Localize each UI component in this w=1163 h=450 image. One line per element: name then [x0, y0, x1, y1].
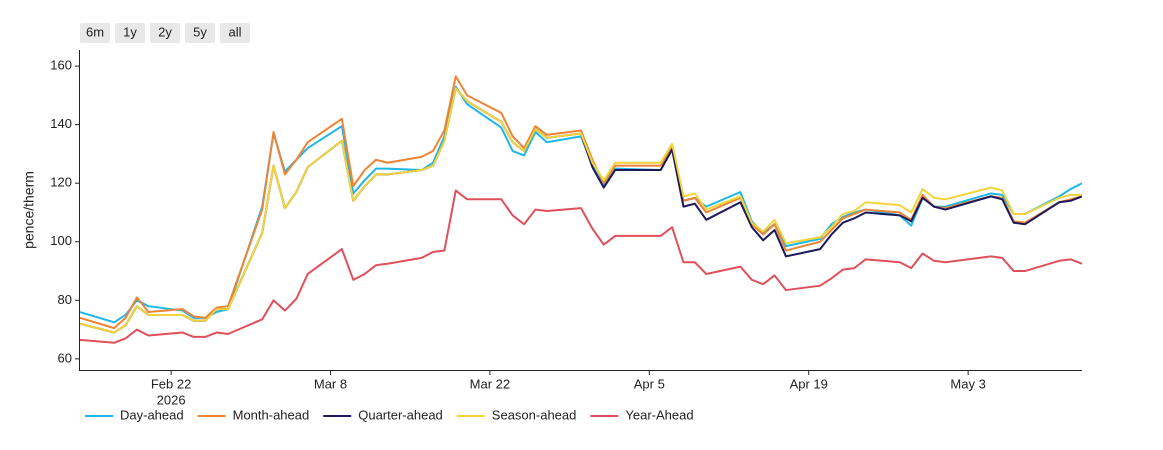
y-tick-label: 60	[58, 350, 72, 365]
series-line	[80, 189, 1082, 344]
series-line	[80, 75, 1082, 330]
range-button-label: 6m	[86, 24, 104, 39]
y-tick-label: 160	[50, 58, 72, 73]
legend-item: Season-ahead	[456, 407, 577, 422]
range-button-label: all	[228, 24, 241, 39]
legend-item: Quarter-ahead	[323, 407, 443, 422]
range-button-label: 1y	[123, 24, 137, 39]
range-button-bg	[80, 23, 110, 43]
range-button[interactable]: 5y	[185, 23, 215, 43]
legend-label: Quarter-ahead	[358, 407, 443, 422]
range-button-label: 5y	[193, 24, 207, 39]
legend-item: Year-Ahead	[590, 407, 694, 422]
y-axis-title: pence/therm	[21, 171, 37, 249]
legend-item: Day-ahead	[85, 407, 184, 422]
y-tick-label: 100	[50, 233, 72, 248]
y-tick-label: 80	[58, 292, 72, 307]
series-line	[80, 87, 1082, 334]
range-button-bg	[185, 23, 215, 43]
range-button-bg	[220, 23, 250, 43]
range-button[interactable]: all	[220, 23, 250, 43]
series-line	[80, 87, 1082, 334]
range-button-bg	[150, 23, 180, 43]
range-selector: 6m 1y 2y 5y all	[80, 23, 250, 43]
x-tick-label: Apr 19	[790, 376, 828, 391]
y-tick-label: 140	[50, 116, 72, 131]
range-button[interactable]: 1y	[115, 23, 145, 43]
range-button-bg	[115, 23, 145, 43]
legend-label: Season-ahead	[492, 407, 577, 422]
x-tick-label: Mar 22	[470, 376, 510, 391]
legend-item: Month-ahead	[197, 407, 310, 422]
legend-label: Year-Ahead	[625, 407, 693, 422]
x-tick-label: Mar 8	[314, 376, 347, 391]
legend-label: Month-ahead	[233, 407, 310, 422]
y-tick-label: 120	[50, 175, 72, 190]
range-button[interactable]: 2y	[150, 23, 180, 43]
x-tick-year: 2026	[157, 392, 186, 407]
x-tick-label: May 3	[950, 376, 985, 391]
x-tick-label: Feb 22	[151, 376, 191, 391]
x-tick-label: Apr 5	[634, 376, 665, 391]
legend-label: Day-ahead	[120, 407, 184, 422]
range-button-label: 2y	[158, 24, 172, 39]
range-button[interactable]: 6m	[80, 23, 110, 43]
